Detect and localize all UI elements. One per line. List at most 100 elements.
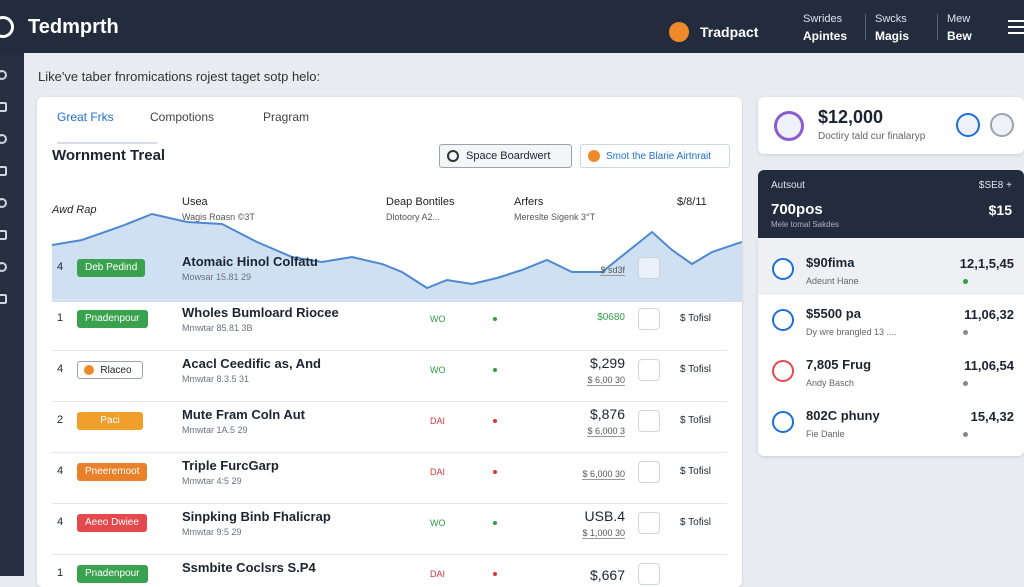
row-status: DAI bbox=[430, 416, 446, 426]
row-amount-sub: $ 6,000 3 bbox=[587, 426, 625, 437]
status-dot bbox=[493, 317, 497, 321]
tab[interactable]: Compotions bbox=[150, 110, 215, 124]
row-icon[interactable] bbox=[638, 410, 660, 432]
list-value: 11,06,54 bbox=[964, 358, 1014, 373]
summary-icon bbox=[774, 111, 804, 141]
rank: 4 bbox=[57, 261, 64, 273]
summary-caption: Doctiry tald cur finalaryp bbox=[818, 131, 926, 142]
account-caption: Mele tomal Sakdes bbox=[771, 220, 840, 229]
button[interactable]: Smot the Blarie Airtnrait bbox=[580, 144, 730, 168]
status-badge: Aeeo Dwiee bbox=[77, 514, 147, 532]
row-amount-sub: $ 6,00 30 bbox=[587, 375, 625, 386]
account-label: Autsout bbox=[771, 180, 805, 191]
button-icon bbox=[447, 150, 459, 162]
row-divider bbox=[52, 299, 727, 300]
row-action[interactable]: $ Tofisl bbox=[680, 517, 711, 528]
subtitle: Like've taber fnromications rojest taget… bbox=[38, 69, 321, 84]
side-icon[interactable] bbox=[0, 262, 7, 272]
nav-bottom[interactable]: Magis bbox=[875, 29, 910, 43]
row-sub: Mowsar 15.81 29 bbox=[182, 272, 252, 282]
row-highlight bbox=[758, 238, 1024, 295]
nav-divider bbox=[865, 14, 866, 40]
button-icon bbox=[588, 150, 600, 162]
status-badge: Rlaceo bbox=[77, 361, 143, 379]
list-value: 11,06,32 bbox=[964, 307, 1014, 322]
list-value: 12,1,5,45 bbox=[959, 256, 1014, 271]
icon-button[interactable] bbox=[956, 113, 980, 137]
column-sub: Dlotoory A2... bbox=[386, 212, 441, 222]
nav-top[interactable]: Mew bbox=[947, 13, 971, 25]
side-icon[interactable] bbox=[0, 294, 7, 304]
row-action[interactable]: $ Tofisl bbox=[680, 364, 711, 375]
card-title: Wornment Treal bbox=[52, 147, 166, 164]
nav-top[interactable]: Swrides bbox=[803, 13, 843, 25]
main-card: Great Frks Compotions Pragram Wornment Tre… bbox=[37, 97, 742, 587]
side-icon[interactable] bbox=[0, 198, 7, 208]
side-icon[interactable] bbox=[0, 230, 7, 240]
row-action[interactable]: $ Tofisl bbox=[680, 466, 711, 477]
row-amount: $0680 bbox=[597, 312, 625, 323]
row-status: WO bbox=[430, 314, 446, 324]
row-amount: $,876 bbox=[589, 406, 625, 422]
summary-card: $12,000 Doctiry tald cur finalaryp bbox=[758, 97, 1024, 154]
row-amount: $,299 bbox=[589, 355, 625, 371]
rank: 4 bbox=[57, 516, 64, 528]
top-bar: Tedmprth Tradpact Swrides Apintes Swcks Mag… bbox=[0, 0, 1024, 53]
row-icon[interactable] bbox=[638, 563, 660, 585]
row-action[interactable]: $ Tofisl bbox=[680, 313, 711, 324]
side-icon[interactable] bbox=[0, 70, 7, 80]
column-title: Deap Bontiles bbox=[386, 196, 455, 208]
row-icon[interactable] bbox=[638, 359, 660, 381]
nav-bottom[interactable]: Apintes bbox=[803, 29, 848, 43]
nav-top[interactable]: Swcks bbox=[875, 13, 907, 25]
trend-chart bbox=[52, 212, 742, 302]
list-sub: Andy Basch bbox=[806, 378, 855, 388]
icon-button[interactable] bbox=[990, 113, 1014, 137]
trend-area bbox=[52, 214, 742, 302]
list-sub: Adeunt Hane bbox=[806, 276, 859, 286]
row-amount-sub: $ 1,000 30 bbox=[582, 528, 625, 539]
tab[interactable]: Pragram bbox=[263, 110, 310, 124]
status-badge: Pnadenpour bbox=[77, 565, 148, 583]
tab[interactable]: Great Frks bbox=[57, 110, 114, 124]
list-marker bbox=[963, 279, 968, 284]
row-icon[interactable] bbox=[638, 461, 660, 483]
list-icon bbox=[772, 309, 794, 331]
button[interactable]: Space Boardwert bbox=[439, 144, 572, 168]
column-title: Arfers bbox=[514, 196, 544, 208]
row-icon[interactable] bbox=[638, 308, 660, 330]
nav-divider bbox=[937, 14, 938, 40]
row-amount-sub: $ 6,000 30 bbox=[582, 469, 625, 480]
row-name: Ssmbite Coclsrs S.P4 bbox=[182, 560, 316, 575]
account-icon bbox=[669, 22, 689, 42]
row-icon[interactable] bbox=[638, 257, 660, 279]
row-name: Triple FurcGarp bbox=[182, 458, 279, 473]
row-divider bbox=[52, 554, 727, 555]
row-sub: Mmwtar 1A.5 29 bbox=[182, 425, 248, 435]
menu-bar bbox=[1008, 26, 1024, 28]
rank: 1 bbox=[57, 567, 64, 579]
column-sub: Wagis Roasn ©3T bbox=[182, 212, 255, 222]
account-name[interactable]: Tradpact bbox=[700, 24, 759, 40]
side-icon[interactable] bbox=[0, 102, 7, 112]
list-icon bbox=[772, 411, 794, 433]
side-icon[interactable] bbox=[0, 134, 7, 144]
status-dot bbox=[493, 521, 497, 525]
status-dot bbox=[493, 368, 497, 372]
row-amount-sub: $ sd3f bbox=[600, 265, 625, 276]
status-dot bbox=[493, 419, 497, 423]
menu-icon[interactable] bbox=[1008, 20, 1024, 34]
row-divider bbox=[52, 452, 727, 453]
nav-bottom[interactable]: Bew bbox=[947, 29, 972, 43]
side-icon[interactable] bbox=[0, 166, 7, 176]
account-value: 700pos bbox=[771, 201, 823, 218]
row-sub: Mmwtar 4:5 29 bbox=[182, 476, 242, 486]
row-sub: Mmwtar 8.3.5 31 bbox=[182, 374, 250, 384]
row-action[interactable]: $ Tofisl bbox=[680, 415, 711, 426]
row-icon[interactable] bbox=[638, 512, 660, 534]
trend-line bbox=[52, 212, 742, 290]
account-right-value: $15 bbox=[988, 202, 1012, 218]
brand[interactable]: Tedmprth bbox=[28, 16, 119, 38]
column-sub: Mereslte Sigenk 3°T bbox=[514, 212, 596, 222]
